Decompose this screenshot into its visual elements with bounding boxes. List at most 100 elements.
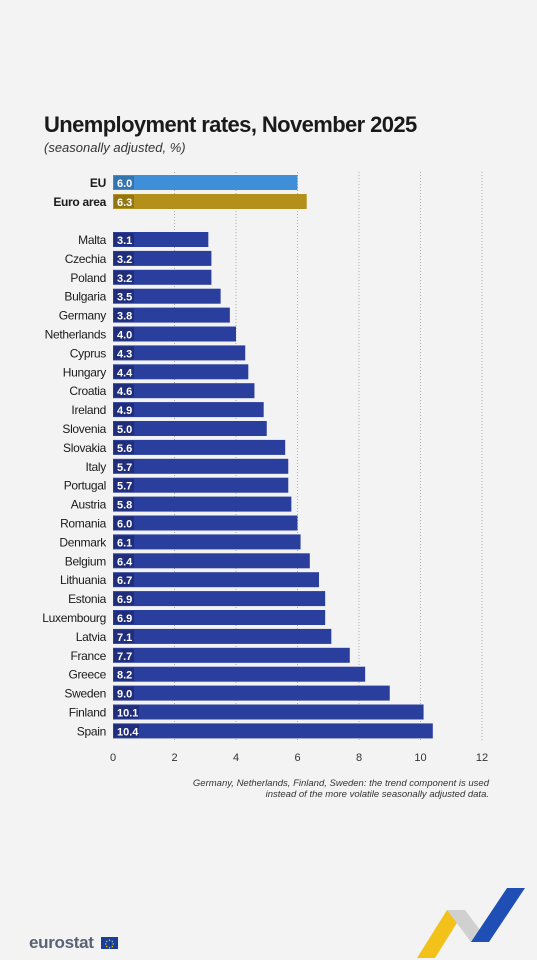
bar xyxy=(113,458,289,474)
value-label: 4.0 xyxy=(117,330,132,342)
eurostat-logo: eurostat xyxy=(29,933,94,952)
value-label: 8.2 xyxy=(117,670,132,682)
value-label: 6.4 xyxy=(117,556,133,568)
category-label: Slovakia xyxy=(63,441,107,455)
bar xyxy=(113,572,320,588)
value-label: 3.2 xyxy=(117,254,132,266)
category-label: Czechia xyxy=(65,252,107,266)
value-label-box xyxy=(114,535,134,549)
value-label: 6.9 xyxy=(117,613,132,625)
category-label: Germany xyxy=(59,309,107,323)
decorative-swoosh-icon xyxy=(417,888,525,958)
category-label: Greece xyxy=(68,668,106,682)
bar xyxy=(113,364,249,380)
category-label: Latvia xyxy=(76,630,107,644)
value-label-box xyxy=(114,308,134,322)
value-label-box xyxy=(114,459,134,473)
value-label-box xyxy=(114,270,134,284)
x-tick-label: 2 xyxy=(171,752,177,764)
bar xyxy=(113,232,209,247)
category-label: EU xyxy=(90,176,106,190)
category-label: Sweden xyxy=(64,687,106,701)
value-label-box xyxy=(114,233,134,246)
bar xyxy=(113,383,255,399)
category-label: Portugal xyxy=(64,479,106,493)
category-label: Belgium xyxy=(65,554,107,568)
value-label: 10.4 xyxy=(117,726,139,738)
value-label: 4.3 xyxy=(117,348,132,360)
bar xyxy=(113,610,326,625)
bar xyxy=(113,723,433,739)
value-label: 10.1 xyxy=(117,708,138,720)
value-label-box xyxy=(114,554,134,568)
category-label: France xyxy=(70,649,106,663)
bar xyxy=(113,647,350,663)
bar xyxy=(113,477,289,493)
value-label-box xyxy=(114,686,134,700)
category-label: Croatia xyxy=(69,384,106,398)
category-label: Denmark xyxy=(59,535,107,549)
bar xyxy=(113,288,221,304)
x-tick-label: 8 xyxy=(356,752,362,764)
category-label: Italy xyxy=(85,460,106,474)
value-label: 6.0 xyxy=(117,519,132,531)
value-label: 5.8 xyxy=(117,500,132,512)
chart-subtitle: (seasonally adjusted, %) xyxy=(44,140,186,155)
x-tick-label: 4 xyxy=(233,752,239,764)
eu-flag-icon xyxy=(101,937,118,949)
category-label: Spain xyxy=(77,724,106,738)
value-label: 4.9 xyxy=(117,405,132,417)
x-tick-label: 10 xyxy=(414,752,426,764)
value-label-box xyxy=(114,440,134,454)
category-label: Austria xyxy=(71,498,107,512)
bar xyxy=(113,175,298,190)
x-tick-label: 12 xyxy=(476,752,488,764)
category-label: Euro area xyxy=(53,195,106,209)
value-label-box xyxy=(114,251,134,265)
category-label: Cyprus xyxy=(70,346,107,360)
bar xyxy=(113,326,236,342)
value-label-box xyxy=(114,648,134,662)
category-label: Hungary xyxy=(63,365,107,379)
value-label: 5.7 xyxy=(117,462,132,474)
category-label: Luxembourg xyxy=(42,611,106,625)
value-label-box xyxy=(114,667,134,681)
value-label: 5.6 xyxy=(117,443,132,455)
value-label: 4.6 xyxy=(117,386,132,398)
value-label-box xyxy=(114,176,134,189)
value-label-box xyxy=(114,365,134,379)
x-tick-label: 0 xyxy=(110,752,116,764)
bar xyxy=(113,421,267,436)
bar xyxy=(113,591,326,607)
category-label: Netherlands xyxy=(45,328,107,342)
value-label-box xyxy=(114,724,139,738)
value-label-box xyxy=(114,592,134,606)
bar xyxy=(113,402,264,418)
value-label-box xyxy=(114,516,134,530)
bar xyxy=(113,553,310,569)
category-label: Malta xyxy=(78,233,106,247)
category-label: Lithuania xyxy=(60,573,107,587)
category-label: Bulgaria xyxy=(64,290,106,304)
value-label: 6.1 xyxy=(117,537,132,549)
x-tick-label: 6 xyxy=(294,752,300,764)
value-label: 6.0 xyxy=(117,178,132,190)
value-label-box xyxy=(114,384,134,398)
bar xyxy=(113,685,390,701)
category-label: Ireland xyxy=(71,403,106,417)
value-label-box xyxy=(114,346,134,360)
footnote: Germany, Netherlands, Finland, Sweden: t… xyxy=(192,778,489,800)
bar xyxy=(113,269,212,285)
value-label: 3.8 xyxy=(117,311,132,323)
value-label-box xyxy=(114,478,134,492)
bar xyxy=(113,515,298,531)
bar xyxy=(113,628,332,644)
bar xyxy=(113,307,230,323)
bar xyxy=(113,194,307,209)
value-label: 6.7 xyxy=(117,575,132,587)
category-label: Romania xyxy=(60,517,107,531)
value-label: 6.3 xyxy=(117,197,132,209)
value-label: 3.1 xyxy=(117,235,132,247)
chart-title: Unemployment rates, November 2025 xyxy=(44,112,417,137)
